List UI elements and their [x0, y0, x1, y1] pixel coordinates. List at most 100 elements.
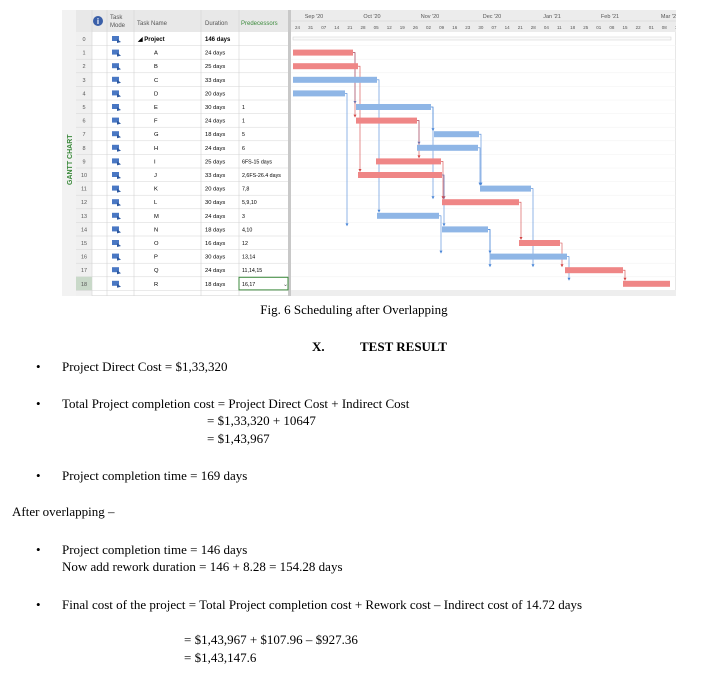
direct-cost-text: Project Direct Cost = $1,33,320 [62, 359, 228, 374]
summary-bar[interactable] [292, 36, 672, 41]
task-name-cell[interactable]: H [154, 146, 158, 152]
task-name-cell[interactable]: J [154, 173, 157, 179]
predecessors-cell[interactable]: 6 [242, 146, 245, 152]
critical-task-bar[interactable] [376, 158, 441, 165]
task-bar[interactable] [480, 185, 531, 192]
row-number: 6 [82, 119, 85, 125]
dependency-link [345, 93, 348, 225]
duration-cell[interactable]: 16 days [205, 241, 225, 247]
task-bar[interactable] [442, 226, 488, 233]
predecessors-cell[interactable]: 4,10 [242, 227, 252, 233]
predecessors-cell[interactable]: 5 [242, 132, 245, 138]
duration-cell[interactable]: 24 days [205, 51, 225, 57]
task-name-cell[interactable]: Q [154, 268, 159, 274]
task-bar[interactable] [490, 253, 567, 260]
dropdown-icon[interactable]: ⌄ [283, 282, 288, 288]
predecessors-cell[interactable]: 6FS-15 days [242, 159, 272, 165]
task-name-cell[interactable]: B [154, 64, 158, 70]
duration-cell[interactable]: 24 days [205, 146, 225, 152]
predecessors-cell[interactable]: 1 [242, 105, 245, 111]
row-id-column [76, 32, 92, 296]
predecessors-cell[interactable]: 16,17 [242, 282, 255, 288]
critical-task-bar[interactable] [293, 49, 353, 56]
duration-cell[interactable]: 33 days [205, 173, 225, 179]
critical-task-bar[interactable] [442, 199, 519, 206]
day-label: 07 [321, 25, 327, 30]
predecessors-cell[interactable]: 7,8 [242, 187, 249, 193]
critical-task-bar[interactable] [293, 63, 358, 70]
critical-task-bar[interactable] [519, 240, 560, 246]
task-bar[interactable] [417, 144, 478, 151]
dependency-link [531, 188, 534, 266]
predecessors-cell[interactable]: 1 [242, 119, 245, 125]
dependency-link [439, 215, 442, 252]
header-predecessors[interactable]: Predecessors [241, 21, 278, 27]
duration-cell[interactable]: 20 days [205, 187, 225, 193]
row-number: 18 [81, 282, 87, 288]
task-name-cell[interactable]: K [154, 187, 158, 193]
predecessors-cell[interactable]: 3 [242, 214, 245, 220]
dependency-link [431, 106, 434, 198]
task-name-cell[interactable]: A [154, 51, 158, 57]
duration-cell[interactable]: 24 days [205, 268, 225, 274]
task-name-cell[interactable]: N [154, 227, 158, 233]
month-label: Sep '20 [305, 14, 323, 20]
rework-text: Now add rework duration = 146 + 8.28 = 1… [62, 559, 343, 574]
duration-cell[interactable]: 18 days [205, 132, 225, 138]
task-name-cell[interactable]: D [154, 91, 158, 97]
critical-task-bar[interactable] [623, 280, 670, 287]
header-task-name[interactable]: Task Name [137, 21, 168, 27]
day-label: 30 [478, 25, 484, 30]
task-bar[interactable] [377, 212, 439, 219]
duration-cell[interactable]: 30 days [205, 255, 225, 261]
duration-cell[interactable]: 25 days [205, 159, 225, 165]
critical-task-bar[interactable] [358, 172, 442, 178]
task-name-cell[interactable]: ◢ Project [137, 36, 165, 43]
auto-schedule-icon [112, 226, 119, 232]
task-name-cell[interactable]: E [154, 105, 158, 111]
task-bar[interactable] [434, 131, 479, 138]
gantt-side-label: GANTT CHART [67, 134, 74, 185]
task-name-cell[interactable]: F [154, 119, 158, 125]
task-name-cell[interactable]: G [154, 132, 159, 138]
task-bar[interactable] [293, 76, 377, 83]
critical-task-bar[interactable] [356, 117, 417, 124]
duration-cell[interactable]: 33 days [205, 78, 225, 84]
row-number: 5 [82, 105, 85, 111]
task-name-cell[interactable]: M [154, 214, 159, 220]
duration-cell[interactable]: 24 days [205, 119, 225, 125]
duration-cell[interactable]: 20 days [205, 91, 225, 97]
predecessors-cell[interactable]: 5,9,10 [242, 200, 257, 206]
auto-schedule-icon [112, 199, 119, 205]
critical-task-bar[interactable] [565, 267, 623, 274]
header-duration[interactable]: Duration [205, 21, 228, 27]
dependency-link [377, 79, 380, 211]
duration-cell[interactable]: 18 days [205, 282, 225, 288]
task-name-cell[interactable]: R [154, 282, 158, 288]
duration-cell[interactable]: 146 days [205, 37, 231, 43]
task-name-cell[interactable]: C [154, 78, 158, 84]
timeline-scrollbar[interactable] [291, 290, 676, 296]
task-name-cell[interactable]: L [154, 200, 158, 206]
duration-cell[interactable]: 18 days [205, 227, 225, 233]
link-arrow [531, 264, 535, 268]
task-name-cell[interactable]: O [154, 241, 159, 247]
section-title: TEST RESULT [360, 339, 448, 354]
duration-cell[interactable]: 24 days [205, 214, 225, 220]
task-name-cell[interactable]: I [154, 159, 156, 165]
duration-cell[interactable]: 30 days [205, 105, 225, 111]
table-splitter[interactable] [288, 10, 291, 296]
predecessors-cell[interactable]: 12 [242, 241, 248, 247]
predecessors-cell[interactable]: 13,14 [242, 255, 255, 261]
task-name-cell[interactable]: P [154, 255, 158, 261]
predecessors-cell[interactable]: 11,14,15 [242, 268, 262, 274]
auto-schedule-icon [112, 63, 119, 69]
task-bar[interactable] [356, 104, 431, 110]
task-bar[interactable] [293, 90, 345, 97]
duration-cell[interactable]: 30 days [205, 200, 225, 206]
duration-cell[interactable]: 25 days [205, 64, 225, 70]
auto-schedule-icon [112, 49, 119, 55]
predecessors-cell[interactable]: 2,6FS-26.4 days [242, 173, 281, 179]
day-label: 07 [492, 25, 498, 30]
time-before-text: Project completion time = 169 days [62, 468, 248, 483]
